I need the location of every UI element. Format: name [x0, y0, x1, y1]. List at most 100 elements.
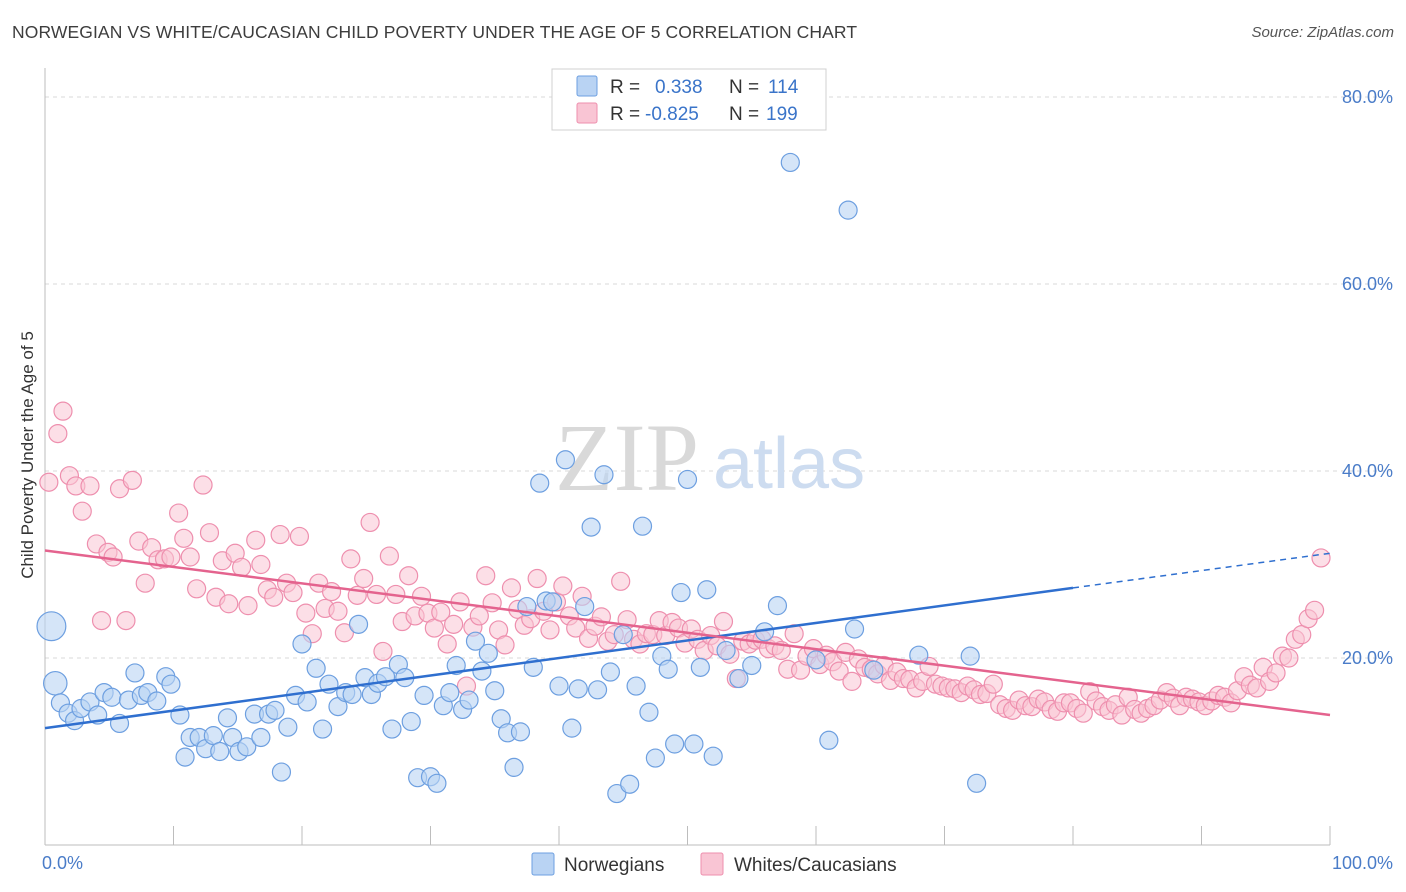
white-caucasian-point [431, 602, 451, 622]
white-caucasian-point [72, 501, 92, 521]
norwegian-point [292, 634, 312, 654]
white-caucasian-point [1279, 648, 1299, 668]
legend-n-label-2: N = [729, 104, 759, 125]
norwegian-point [767, 596, 788, 616]
legend-swatch-whites [576, 102, 598, 124]
watermark-atlas: atlas [713, 424, 865, 504]
white-caucasian-point [983, 674, 1003, 694]
chart-title: NORWEGIAN VS WHITE/CAUCASIAN CHILD POVER… [12, 22, 858, 42]
series-legend-swatch-norwegians [531, 852, 555, 876]
white-caucasian-point [161, 547, 181, 567]
white-caucasian-point [39, 472, 59, 492]
norwegian-point [102, 687, 122, 707]
norwegian-point [864, 660, 884, 680]
white-caucasian-point [354, 568, 374, 589]
norwegian-point [306, 658, 326, 678]
norwegian-point [658, 659, 678, 679]
norwegian-point [671, 582, 691, 603]
white-caucasian-point [219, 594, 239, 614]
white-caucasian-point [283, 582, 303, 603]
norwegian-point [42, 670, 68, 696]
white-caucasian-point [501, 578, 522, 598]
norwegian-point [620, 774, 640, 794]
white-caucasian-point [296, 603, 316, 623]
white-caucasian-point [713, 611, 734, 632]
white-caucasian-point [1266, 663, 1286, 683]
norwegian-point [36, 611, 67, 642]
watermark: ZIP atlas [555, 404, 865, 511]
white-caucasian-point [334, 623, 355, 643]
norwegian-points [36, 152, 987, 804]
norwegian-point [278, 717, 298, 737]
legend-swatch-norwegians [576, 75, 598, 97]
norwegian-point [504, 757, 524, 777]
norwegian-point [125, 663, 145, 683]
norwegian-point [271, 762, 292, 782]
white-caucasian-point [251, 554, 271, 575]
norwegian-trend-extension [1072, 552, 1331, 589]
norwegian-point [729, 668, 749, 689]
series-legend-norwegians: Norwegians [564, 855, 664, 876]
white-caucasian-point [103, 547, 123, 567]
series-legend-swatch-whites [700, 852, 724, 876]
norwegian-point [587, 680, 608, 700]
norwegian-point [555, 450, 576, 470]
norwegian-point [575, 596, 595, 617]
norwegian-point [844, 619, 865, 639]
norwegian-point [459, 690, 479, 710]
white-caucasian-point [540, 620, 560, 640]
norwegian-point [742, 655, 762, 676]
norwegian-point [626, 676, 646, 696]
white-caucasian-point [135, 573, 155, 593]
white-caucasian-point [264, 587, 284, 607]
norwegian-point [161, 674, 181, 694]
norwegian-point [697, 580, 717, 600]
norwegian-point [147, 691, 167, 711]
norwegian-point [645, 748, 665, 768]
norwegian-point [607, 783, 627, 804]
norwegian-point [485, 681, 505, 701]
norwegian-point [806, 650, 826, 670]
watermark-zip: ZIP [555, 404, 699, 511]
white-caucasian-point [180, 547, 200, 567]
norwegian-point [427, 773, 447, 793]
norwegian-point [175, 747, 195, 767]
stats-legend: R = 0.338 N = 114 R = -0.825 N = 199 [551, 68, 827, 131]
white-caucasian-point [829, 661, 849, 681]
norwegian-point [568, 679, 588, 699]
norwegian-point [542, 592, 563, 612]
white-caucasian-point [289, 526, 310, 547]
norwegian-point [819, 730, 839, 750]
norwegian-point [909, 645, 929, 665]
y-tick-label-80: 80.0% [1342, 87, 1393, 107]
norwegian-point [530, 473, 550, 493]
norwegian-point [549, 676, 569, 696]
white-caucasian-point [553, 576, 573, 596]
x-tick-label-0: 0.0% [42, 853, 83, 873]
white-caucasian-point [193, 475, 213, 495]
y-tick-label-40: 40.0% [1342, 461, 1393, 481]
legend-r-value-2: -0.825 [645, 104, 699, 125]
x-tick-label-100: 100.0% [1332, 853, 1393, 873]
norwegian-point [414, 685, 434, 706]
white-caucasian-point [437, 634, 457, 654]
axes [44, 68, 1331, 846]
white-caucasian-point [174, 528, 194, 548]
norwegian-trend-line [44, 586, 1074, 730]
white-caucasian-point [91, 610, 112, 631]
norwegian-point [472, 661, 492, 681]
norwegian-point [312, 719, 333, 739]
white-caucasian-point [411, 586, 432, 606]
legend-r-label-2: R = [610, 104, 640, 125]
norwegian-point [465, 631, 486, 651]
norwegian-point [297, 692, 317, 712]
y-tick-label-20: 20.0% [1342, 648, 1393, 668]
norwegian-point [967, 773, 987, 793]
legend-r-value-1: 0.338 [655, 77, 703, 98]
white-caucasian-point [476, 566, 496, 586]
norwegian-point [594, 465, 614, 485]
white-caucasian-point [399, 566, 419, 586]
y-axis-label: Child Poverty Under the Age of 5 [18, 331, 37, 579]
white-caucasian-point [48, 424, 68, 444]
